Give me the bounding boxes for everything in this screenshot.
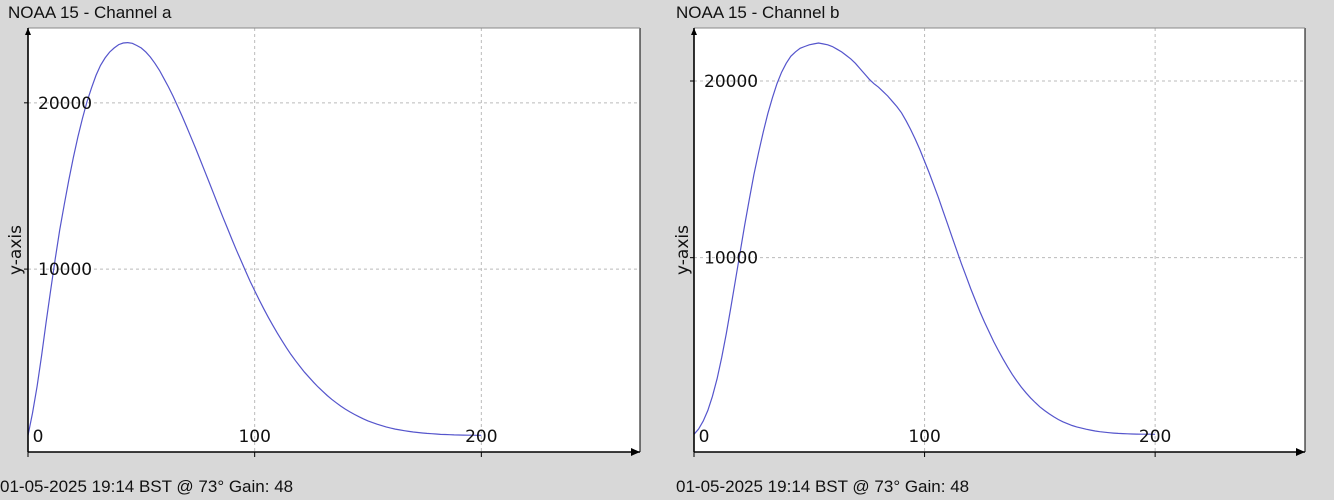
y-axis-label: y-axis bbox=[6, 225, 26, 275]
chart-b: 0 100 200 10000 20000 y-axis bbox=[673, 27, 1306, 457]
series-line-0 bbox=[693, 42, 1156, 435]
chart-b-footer: 01-05-2025 19:14 BST @ 73° Gain: 48 bbox=[676, 477, 970, 496]
x-tick-label: 0 bbox=[699, 427, 710, 447]
y-tick-label: 10000 bbox=[704, 249, 758, 269]
y-axis-label: y-axis bbox=[673, 225, 693, 275]
chart-a: 0 100 200 10000 20000 y-axis bbox=[6, 27, 641, 457]
x-tick-label: 0 bbox=[33, 427, 44, 447]
chart-b-title: NOAA 15 - Channel b bbox=[676, 3, 840, 22]
x-tick-label: 200 bbox=[465, 427, 497, 447]
chart-a-title: NOAA 15 - Channel a bbox=[8, 3, 172, 22]
chart-a-footer: 01-05-2025 19:14 BST @ 73° Gain: 48 bbox=[0, 477, 294, 496]
x-tick-label: 200 bbox=[1139, 427, 1171, 447]
y-axis-arrow bbox=[25, 28, 31, 35]
plot-area bbox=[28, 28, 640, 452]
plot-area bbox=[694, 28, 1305, 452]
y-tick-label: 20000 bbox=[704, 72, 758, 92]
series-line-0 bbox=[27, 41, 482, 436]
x-axis-arrow bbox=[631, 448, 640, 456]
y-axis-arrow bbox=[691, 28, 697, 35]
x-tick-label: 100 bbox=[908, 427, 940, 447]
x-tick-label: 100 bbox=[238, 427, 270, 447]
y-tick-label: 20000 bbox=[38, 94, 92, 114]
y-tick-label: 10000 bbox=[38, 260, 92, 280]
x-axis-arrow bbox=[1296, 448, 1305, 456]
